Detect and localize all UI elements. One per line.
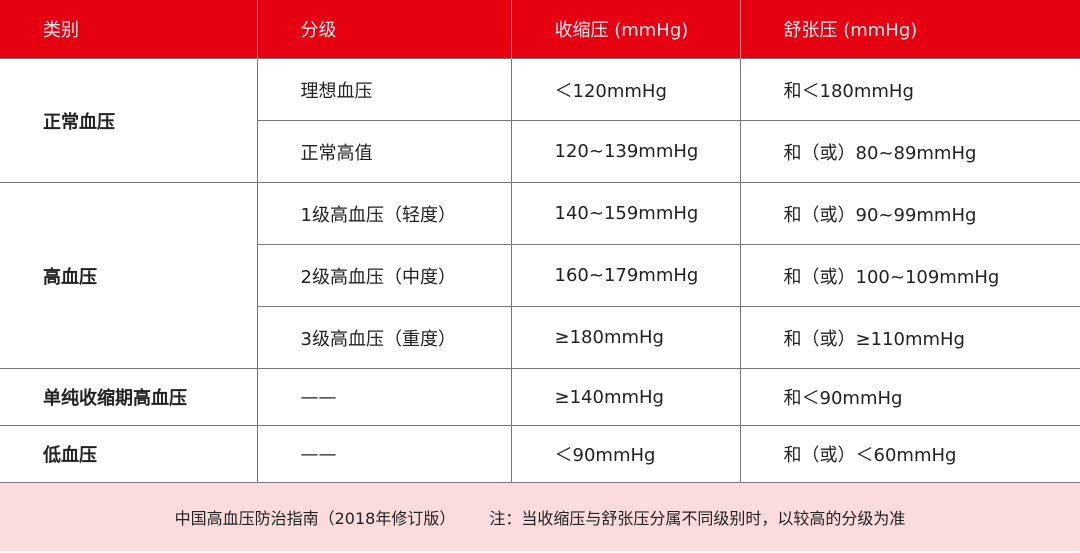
category-cell: 高血压 [0, 182, 258, 369]
table-row: 2级高血压（中度） 160~179mmHg 和（或）100~109mmHg [0, 244, 1080, 307]
table-row: 高血压 1级高血压（轻度） 140~159mmHg 和（或）90~99mmHg [0, 182, 1080, 369]
table-row: 单纯收缩期高血压 —— ≥140mmHg 和＜90mmHg [0, 368, 1080, 426]
grade-cell: 2级高血压（中度） [257, 244, 512, 307]
footer-source: 中国高血压防治指南（2018年修订版） [174, 509, 456, 528]
table-row: 正常高值 120~139mmHg 和（或）80~89mmHg [0, 120, 1080, 183]
systolic-cell: 160~179mmHg [510, 244, 741, 307]
header-grade: 分级 [256, 0, 511, 59]
header-systolic: 收缩压 (mmHg) [510, 0, 740, 59]
table-row: 正常血压 理想血压 ＜120mmHg 和＜180mmHg [0, 58, 1080, 183]
diastolic-cell: 和（或）90~99mmHg [739, 182, 1080, 245]
diastolic-cell: 和（或）100~109mmHg [739, 244, 1080, 307]
header-diastolic: 舒张压 (mmHg) [739, 0, 1080, 59]
diastolic-cell: 和（或）＜60mmHg [739, 425, 1080, 483]
diastolic-cell: 和＜180mmHg [739, 58, 1080, 121]
footer-note: 注：当收缩压与舒张压分属不同级别时，以较高的分级为准 [489, 509, 906, 528]
diastolic-cell: 和＜90mmHg [739, 368, 1080, 426]
diastolic-cell: 和（或）≥110mmHg [739, 306, 1080, 369]
footer-cell: 中国高血压防治指南（2018年修订版） 注：当收缩压与舒张压分属不同级别时，以较高… [0, 482, 1080, 551]
systolic-cell: ＜90mmHg [510, 425, 741, 483]
grade-cell: 1级高血压（轻度） [256, 182, 512, 245]
header-category: 类别 [0, 0, 257, 59]
grade-cell: 理想血压 [256, 58, 512, 121]
grade-cell: —— [256, 425, 512, 483]
header-row: 类别 分级 收缩压 (mmHg) 舒张压 (mmHg) [0, 0, 1080, 59]
systolic-cell: 120~139mmHg [510, 120, 741, 183]
diastolic-cell: 和（或）80~89mmHg [739, 120, 1080, 183]
footer-row: 中国高血压防治指南（2018年修订版） 注：当收缩压与舒张压分属不同级别时，以较高… [0, 482, 1080, 551]
grade-cell: 正常高值 [257, 120, 512, 183]
category-cell: 低血压 [0, 425, 258, 483]
category-cell: 单纯收缩期高血压 [0, 368, 258, 426]
table-row: 低血压 —— ＜90mmHg 和（或）＜60mmHg [0, 425, 1080, 483]
systolic-cell: 140~159mmHg [510, 182, 741, 245]
category-cell: 正常血压 [0, 58, 258, 183]
systolic-cell: ＜120mmHg [510, 58, 741, 121]
grade-cell: 3级高血压（重度） [257, 306, 512, 369]
systolic-cell: ≥140mmHg [510, 368, 741, 426]
grade-cell: —— [256, 368, 512, 426]
systolic-cell: ≥180mmHg [510, 306, 741, 369]
